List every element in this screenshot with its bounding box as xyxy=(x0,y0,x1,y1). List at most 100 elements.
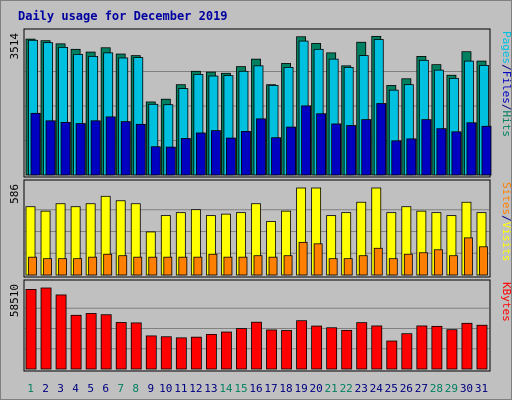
bar-sites-day-5 xyxy=(88,256,98,276)
bar-pages-day-6 xyxy=(105,116,116,176)
bar-pages-day-24 xyxy=(376,103,387,176)
x-tick-label-18: 18 xyxy=(279,382,292,395)
series-visits xyxy=(25,187,487,276)
legend-entry: / xyxy=(500,64,512,71)
x-tick-label-11: 11 xyxy=(174,382,187,395)
bar-sites-day-11 xyxy=(178,256,188,276)
series-pages xyxy=(30,103,492,176)
bar-kbytes-day-26 xyxy=(401,333,413,370)
x-tick-label-22: 22 xyxy=(340,382,353,395)
bar-sites-day-31 xyxy=(479,246,488,276)
bar-pages-day-4 xyxy=(75,123,86,176)
bar-kbytes-day-28 xyxy=(431,325,443,370)
bar-kbytes-day-7 xyxy=(115,322,127,370)
x-tick-label-4: 4 xyxy=(72,382,79,395)
x-tick-label-3: 3 xyxy=(57,382,64,395)
bar-kbytes-day-14 xyxy=(221,331,232,370)
bar-sites-day-3 xyxy=(58,258,67,276)
bar-pages-day-17 xyxy=(271,137,281,176)
bar-kbytes-day-31 xyxy=(476,324,488,370)
chart-title: Daily usage for December 2019 xyxy=(18,9,228,23)
bar-sites-day-28 xyxy=(433,249,443,276)
panel-pages_files_hits: 3514 Pages/Files/Hits xyxy=(8,28,512,178)
bar-kbytes-day-19 xyxy=(296,320,308,370)
bar-sites-day-20 xyxy=(313,243,323,276)
bar-kbytes-day-18 xyxy=(281,330,292,370)
panel-kbytes: 58510 KBytes xyxy=(8,279,512,372)
bar-sites-day-21 xyxy=(328,258,338,276)
axis-max-label: 58510 xyxy=(8,284,21,317)
bar-sites-day-23 xyxy=(358,255,368,276)
x-tick-label-21: 21 xyxy=(325,382,338,395)
x-axis-tick-labels: 1 2 3 4 5 6 7 8 9 10 11 12 13 14 15 16 17 18 19 20 21 22 23 24 2… xyxy=(27,382,488,395)
bar-sites-day-15 xyxy=(238,256,248,276)
bar-pages-day-31 xyxy=(481,125,492,176)
bar-sites-day-16 xyxy=(253,255,263,276)
x-tick-label-23: 23 xyxy=(355,382,368,395)
bar-sites-day-4 xyxy=(73,258,83,276)
bar-kbytes-day-16 xyxy=(251,321,262,370)
bar-sites-day-25 xyxy=(388,258,398,276)
x-tick-label-9: 9 xyxy=(147,382,154,395)
x-tick-label-6: 6 xyxy=(102,382,109,395)
bar-sites-day-18 xyxy=(283,255,293,276)
bar-kbytes-day-4 xyxy=(70,314,82,370)
bar-pages-day-27 xyxy=(421,119,432,176)
panel-legend: Sites/Visits xyxy=(500,182,512,262)
bar-pages-day-20 xyxy=(316,113,327,176)
bar-sites-day-19 xyxy=(298,241,308,276)
bar-sites-day-27 xyxy=(418,252,428,276)
bar-pages-day-11 xyxy=(180,138,191,176)
series-sites xyxy=(28,237,488,276)
bar-pages-day-19 xyxy=(301,105,312,176)
bar-pages-day-1 xyxy=(30,112,41,176)
series-kbytes xyxy=(25,287,488,370)
bar-pages-day-3 xyxy=(60,121,71,176)
bar-pages-day-7 xyxy=(120,121,131,176)
bar-sites-day-8 xyxy=(133,256,143,276)
bar-sites-day-7 xyxy=(118,255,128,276)
bar-pages-day-15 xyxy=(241,131,251,176)
bar-sites-day-9 xyxy=(148,256,158,276)
axis-max-label: 3514 xyxy=(8,33,21,60)
bar-pages-day-26 xyxy=(406,138,417,176)
bar-sites-day-10 xyxy=(163,256,173,276)
bar-kbytes-day-1 xyxy=(25,288,37,370)
x-tick-label-1: 1 xyxy=(27,382,34,395)
x-tick-label-31: 31 xyxy=(475,382,488,395)
bar-sites-day-24 xyxy=(373,247,383,276)
bar-kbytes-day-21 xyxy=(326,327,338,370)
bar-sites-day-29 xyxy=(448,255,458,276)
bar-pages-day-22 xyxy=(346,125,357,176)
bar-kbytes-day-12 xyxy=(190,336,202,370)
bar-kbytes-day-24 xyxy=(371,325,383,370)
bar-pages-day-23 xyxy=(361,119,372,176)
x-tick-label-7: 7 xyxy=(117,382,124,395)
x-tick-label-15: 15 xyxy=(234,382,247,395)
x-tick-label-19: 19 xyxy=(294,382,307,395)
bar-pages-day-9 xyxy=(150,146,161,176)
bar-pages-day-28 xyxy=(436,128,447,176)
x-tick-label-25: 25 xyxy=(385,382,398,395)
bar-pages-day-10 xyxy=(165,146,176,176)
x-tick-label-26: 26 xyxy=(400,382,413,395)
x-tick-label-30: 30 xyxy=(460,382,473,395)
bar-kbytes-day-5 xyxy=(85,313,97,370)
bar-kbytes-day-25 xyxy=(386,340,398,370)
bar-kbytes-day-22 xyxy=(341,329,353,370)
legend-entry: Hits xyxy=(500,111,512,138)
x-tick-label-8: 8 xyxy=(132,382,139,395)
legend-entry: Files xyxy=(500,71,512,104)
bar-kbytes-day-27 xyxy=(416,325,428,370)
x-tick-label-24: 24 xyxy=(370,382,384,395)
axis-max-label: 586 xyxy=(8,184,21,204)
bar-sites-day-1 xyxy=(28,256,37,276)
bar-pages-day-2 xyxy=(45,120,56,176)
bar-kbytes-day-11 xyxy=(175,337,187,370)
bar-kbytes-day-8 xyxy=(130,322,142,370)
legend-entry: Visits xyxy=(500,222,512,262)
bar-sites-day-12 xyxy=(193,256,203,276)
panel-legend: KBytes xyxy=(500,282,512,322)
x-tick-label-5: 5 xyxy=(87,382,94,395)
bar-sites-day-22 xyxy=(343,258,353,276)
